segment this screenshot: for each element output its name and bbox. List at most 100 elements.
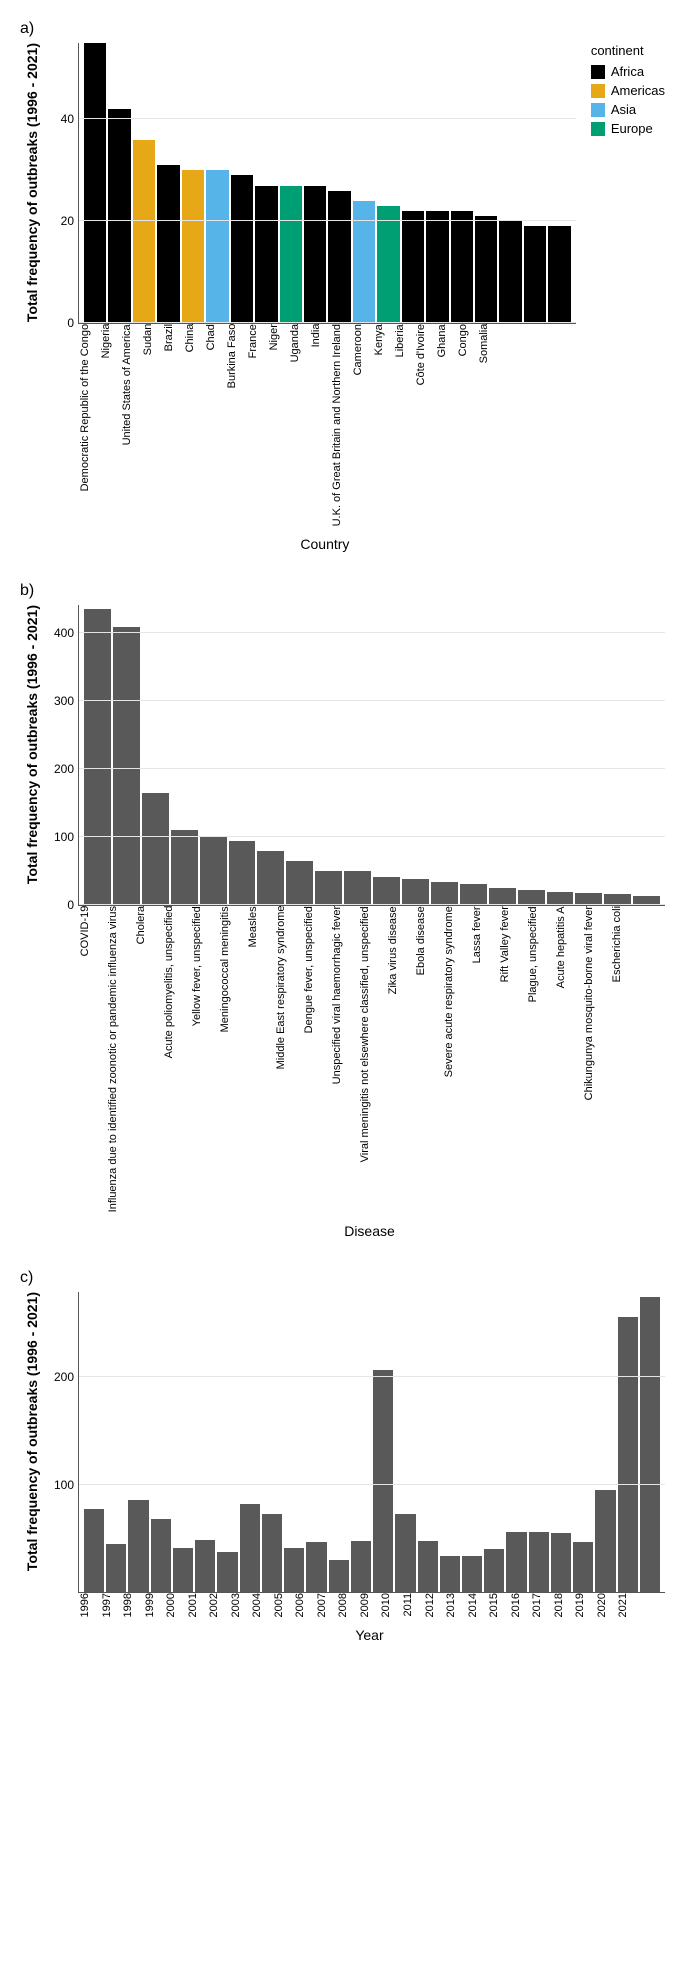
panel-b-yticks: 4003002001000 [44,605,78,905]
panel-c-ylabel: Total frequency of outbreaks (1996 - 202… [20,1292,44,1571]
bar [229,841,256,906]
gridline [79,1376,665,1377]
gridline [79,1484,665,1485]
bar [418,1541,438,1591]
xlabel: Cholera [135,906,161,1216]
legend-swatch [591,122,605,136]
bar [351,1541,371,1591]
xlabel: 1996 [79,1593,99,1621]
ytick-label: 100 [54,1479,74,1491]
panel-b-plot-area [78,605,665,906]
bar [377,206,399,323]
xlabel: 2019 [574,1593,594,1621]
ytick-label: 300 [54,695,74,707]
panel-a-ylabel: Total frequency of outbreaks (1996 - 202… [20,43,44,322]
xlabel: 2015 [488,1593,508,1621]
xlabel: 2002 [208,1593,228,1621]
xlabel: Middle East respiratory syndrome [275,906,301,1216]
bar [171,830,198,905]
xlabel: Kenya [373,324,392,530]
gridline [79,118,576,119]
bar [84,43,106,323]
xlabel: U.K. of Great Britain and Northern Irela… [331,324,350,530]
panel-a-plot-area [78,43,576,324]
bar [329,1560,349,1592]
legend-item: Europe [591,121,665,136]
bar [84,1509,104,1592]
xlabel: 2010 [380,1593,400,1621]
bar [518,890,545,905]
legend-label: Americas [611,83,665,98]
bar [84,609,111,906]
xlabel: Rift Valley fever [499,906,525,1216]
bar [262,1514,282,1592]
bar [484,1549,504,1592]
bar [547,892,574,906]
xlabel: 2000 [165,1593,185,1621]
bar [255,186,277,323]
panel-b-chart: Total frequency of outbreaks (1996 - 202… [20,605,665,1238]
bar [217,1552,237,1592]
bar [195,1540,215,1591]
legend-swatch [591,84,605,98]
panel-a-label: a) [20,20,665,38]
xlabel: Liberia [394,324,413,530]
xlabel: 2011 [402,1593,422,1621]
bar [128,1500,148,1592]
bar [240,1504,260,1592]
gridline [79,836,665,837]
panel-b-xlabels: COVID-19Influenza due to identified zoon… [74,906,642,1216]
xlabel: Democratic Republic of the Congo [79,324,98,530]
xlabel: Severe acute respiratory syndrome [443,906,469,1216]
bar [402,879,429,905]
xlabel: Congo [457,324,476,530]
bar [431,882,458,906]
panel-c-chart: Total frequency of outbreaks (1996 - 202… [20,1292,665,1643]
panel-b-bars [79,605,665,905]
gridline [79,220,576,221]
bar [618,1317,638,1591]
xlabel: Yellow fever, unspecified [191,906,217,1216]
bar [151,1519,171,1592]
bar [108,109,130,323]
bar [157,165,179,323]
bar [373,1370,393,1592]
xlabel: Lassa fever [471,906,497,1216]
bar [200,836,227,906]
bar [280,186,302,323]
xlabel: Viral meningitis not elsewhere classifie… [359,906,385,1216]
gridline [79,632,665,633]
bar [451,211,473,323]
bar [640,1297,660,1592]
legend-item: Asia [591,102,665,117]
bar [106,1544,126,1592]
xlabel: Côte d'Ivoire [415,324,434,530]
panel-c-label: c) [20,1269,665,1287]
ytick-label: 200 [54,1371,74,1383]
xlabel: 2014 [467,1593,487,1621]
ytick-label: 400 [54,627,74,639]
xlabel: Influenza due to identified zoonotic or … [107,906,133,1216]
panel-a-chart: Total frequency of outbreaks (1996 - 202… [20,43,665,552]
xlabel: 1997 [101,1593,121,1621]
bar [113,627,140,905]
bar [286,861,313,905]
xlabel: 2005 [273,1593,293,1621]
xlabel: 2008 [337,1593,357,1621]
xlabel: COVID-19 [79,906,105,1216]
legend-label: Europe [611,121,653,136]
bar [142,793,169,906]
xlabel: Unspecified viral haemorrhagic fever [331,906,357,1216]
xlabel: China [184,324,203,530]
bar [353,201,375,323]
gridline [79,322,576,323]
xlabel: 1999 [144,1593,164,1621]
legend-label: Asia [611,102,636,117]
panel-c-yticks: 200 100 [44,1292,78,1592]
xlabel: Acute hepatitis A [555,906,581,1216]
bar [460,884,487,906]
legend-title: continent [591,43,665,58]
panel-a-xlabels: Democratic Republic of the CongoNigeriaU… [74,324,502,530]
bar [529,1532,549,1592]
xlabel: Acute poliomyelitis, unspecified [163,906,189,1216]
